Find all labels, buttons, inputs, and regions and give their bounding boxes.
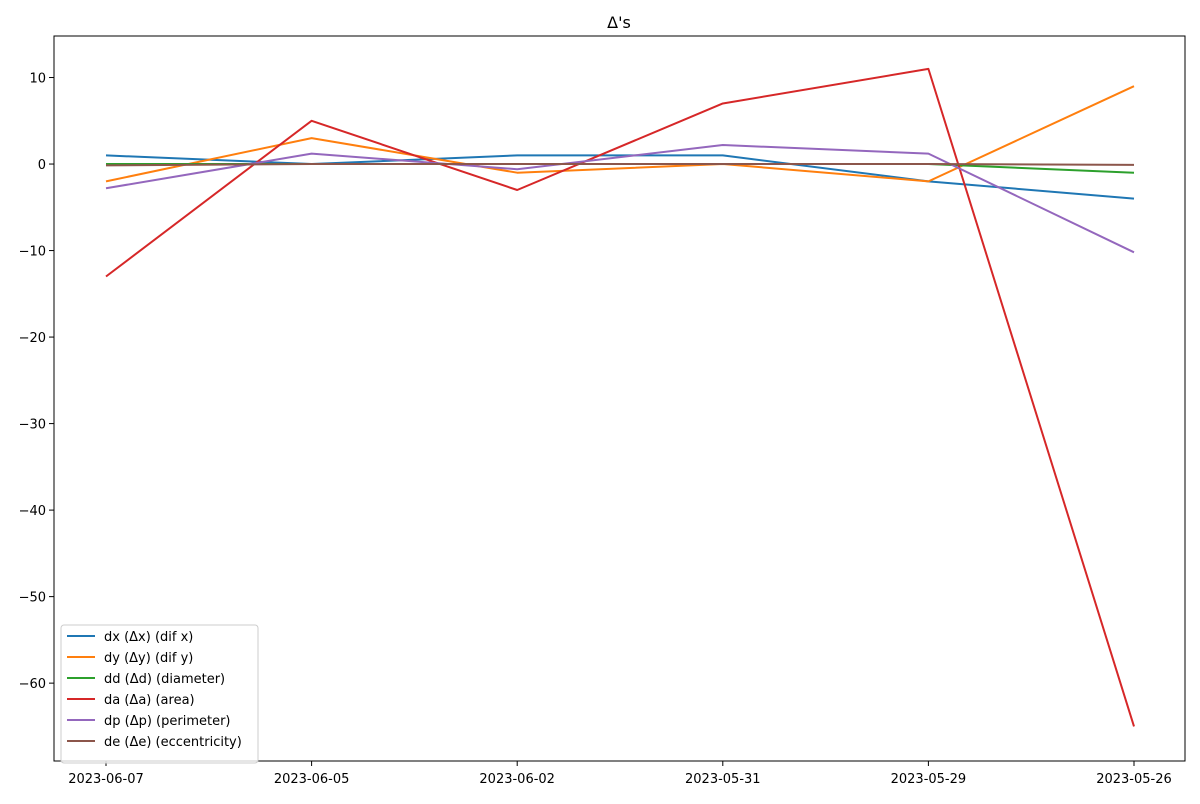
legend-label: de (Δe) (eccentricity) [104,735,242,750]
series-line-5 [105,163,1135,167]
x-axis: 2023-06-07 2023-06-05 2023-06-02 2023-05-31… [68,761,1172,787]
y-tick-label: −40 [19,504,46,519]
x-tick-label: 2023-05-31 [685,772,761,787]
legend-label: dy (Δy) (dif y) [104,651,193,666]
legend-label: da (Δa) (area) [104,693,195,708]
series-line-4 [105,144,1135,254]
x-tick-label: 2023-06-02 [479,772,555,787]
y-tick-label: −30 [19,418,46,433]
legend-label: dd (Δd) (diameter) [104,672,225,687]
y-axis: 10 0 −10 −20 −30 −40 −50 −60 [19,72,54,692]
legend-label: dx (Δx) (dif x) [104,630,193,645]
series-line-0 [105,154,1135,200]
series-layer [105,67,1135,727]
x-tick-label: 2023-05-26 [1096,772,1172,787]
y-tick-label: −20 [19,331,46,346]
chart-title: Δ's [607,13,631,32]
x-tick-label: 2023-06-07 [68,772,144,787]
y-tick-label: 0 [38,158,46,173]
y-tick-label: −60 [19,677,46,692]
legend-box [60,624,259,764]
legend-label: dp (Δp) (perimeter) [104,714,231,729]
y-tick-label: −50 [19,591,46,606]
x-tick-label: 2023-05-29 [891,772,967,787]
y-tick-label: −10 [19,245,46,260]
series-line-3 [105,67,1135,727]
y-tick-label: 10 [29,72,46,87]
plot-frame [53,35,1186,762]
legend: dx (Δx) (dif x) dy (Δy) (dif y) dd (Δd) (d… [60,624,259,764]
x-tick-label: 2023-06-05 [274,772,350,787]
